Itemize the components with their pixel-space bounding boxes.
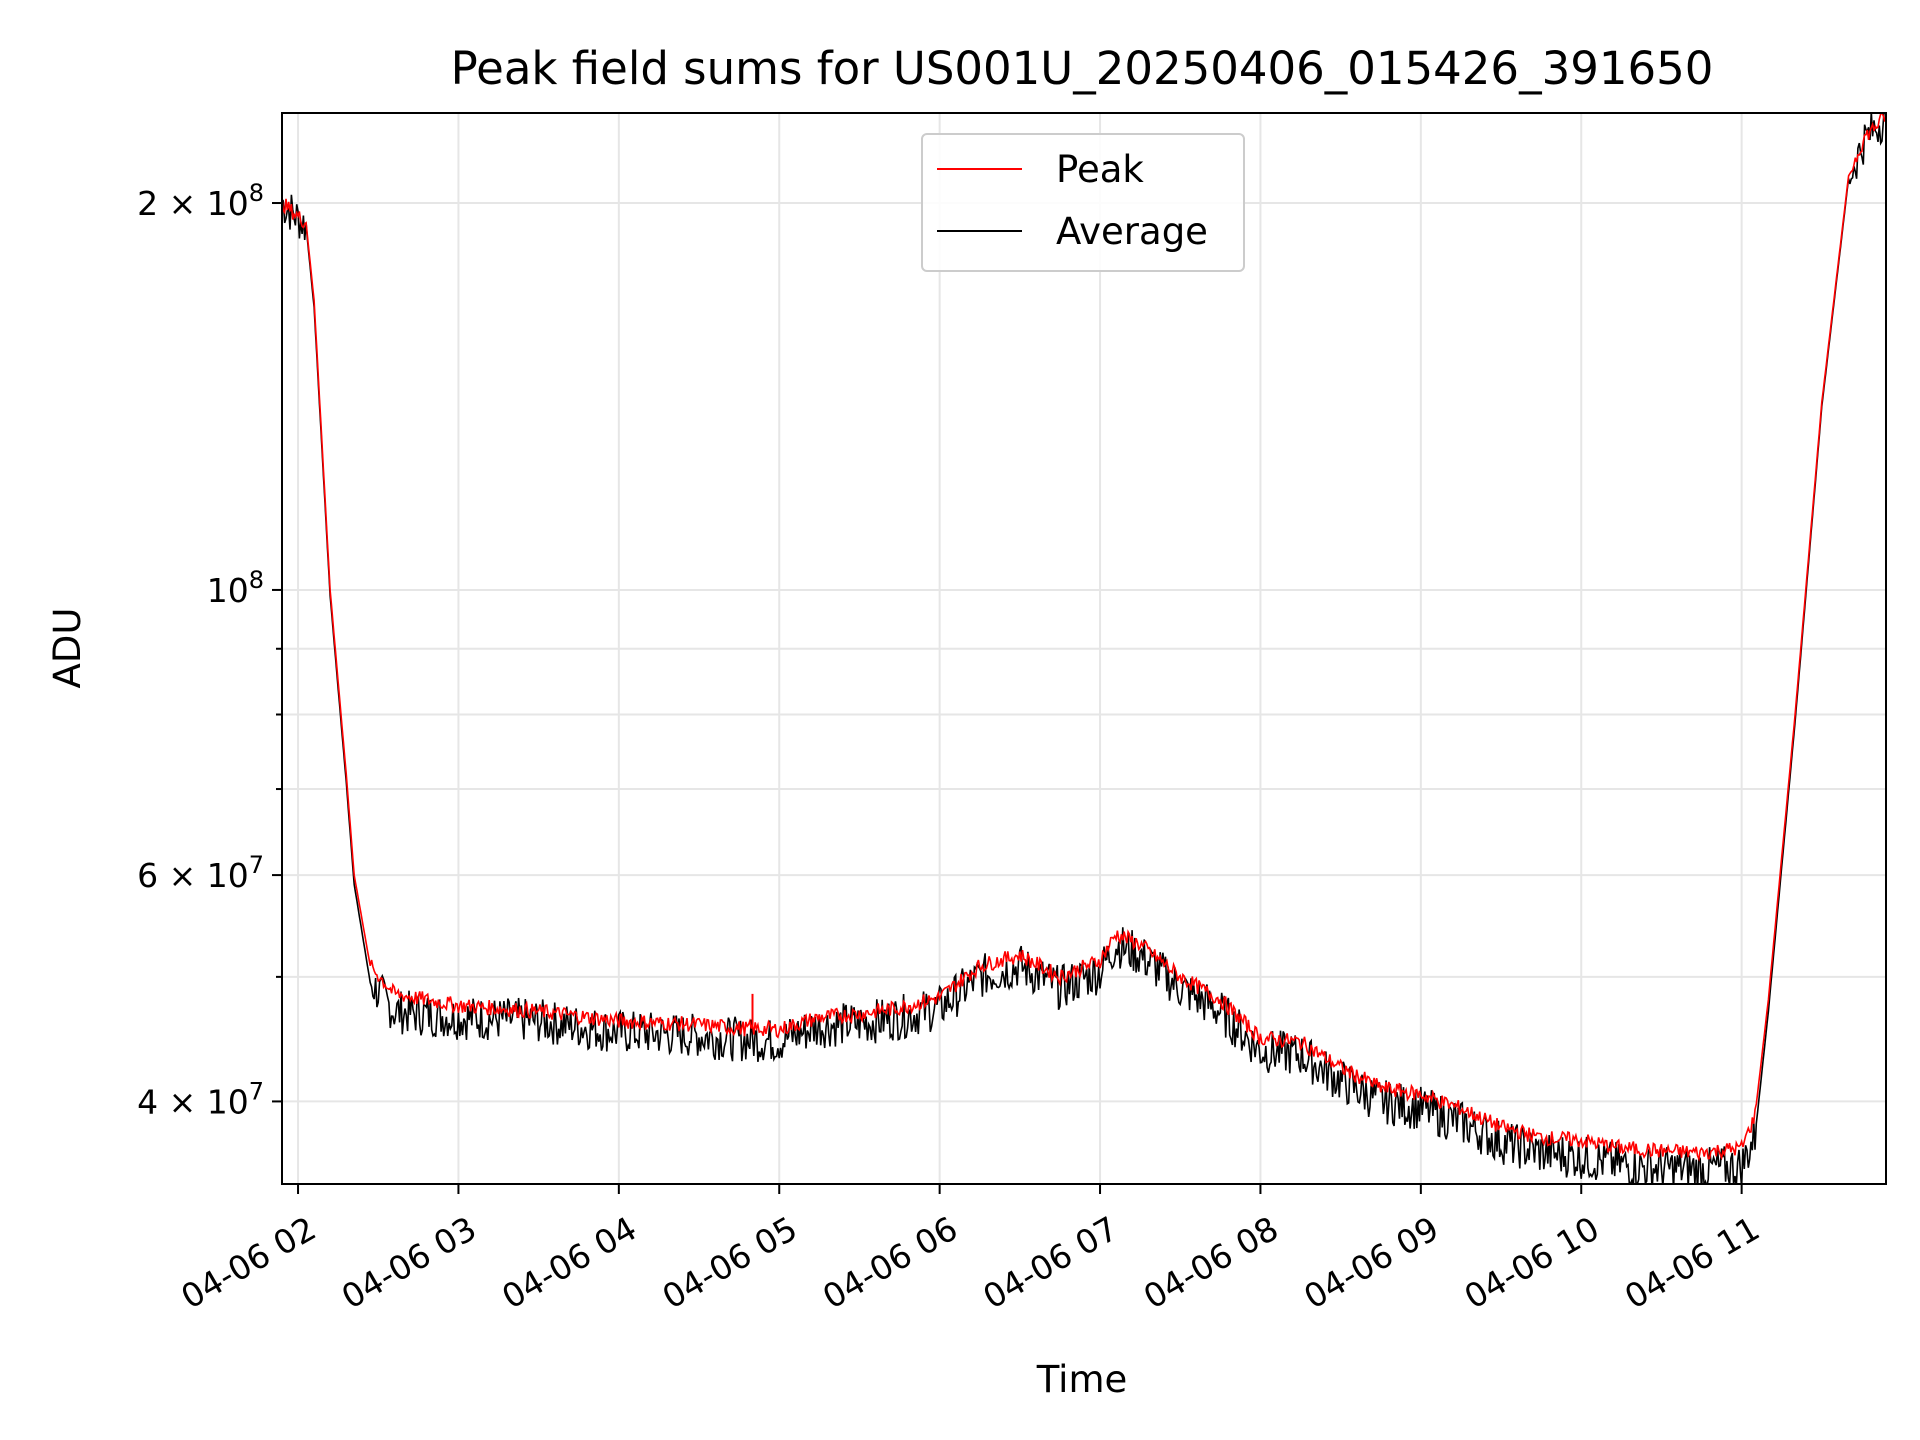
series-line-peak bbox=[282, 113, 1886, 1162]
legend-label-peak: Peak bbox=[1056, 148, 1144, 191]
x-axis-label: Time bbox=[1036, 1358, 1128, 1401]
y-tick-label: 108 bbox=[207, 566, 264, 610]
y-tick-label: 6 × 107 bbox=[137, 851, 264, 895]
y-tick-label: 2 × 108 bbox=[137, 179, 264, 223]
legend: Peak Average bbox=[921, 133, 1245, 272]
y-axis-label: ADU bbox=[46, 608, 89, 689]
chart-title: Peak field sums for US001U_20250406_0154… bbox=[451, 42, 1714, 95]
legend-label-average: Average bbox=[1056, 210, 1208, 253]
series-layer bbox=[282, 113, 1886, 1184]
y-tick-label: 4 × 107 bbox=[137, 1077, 264, 1121]
